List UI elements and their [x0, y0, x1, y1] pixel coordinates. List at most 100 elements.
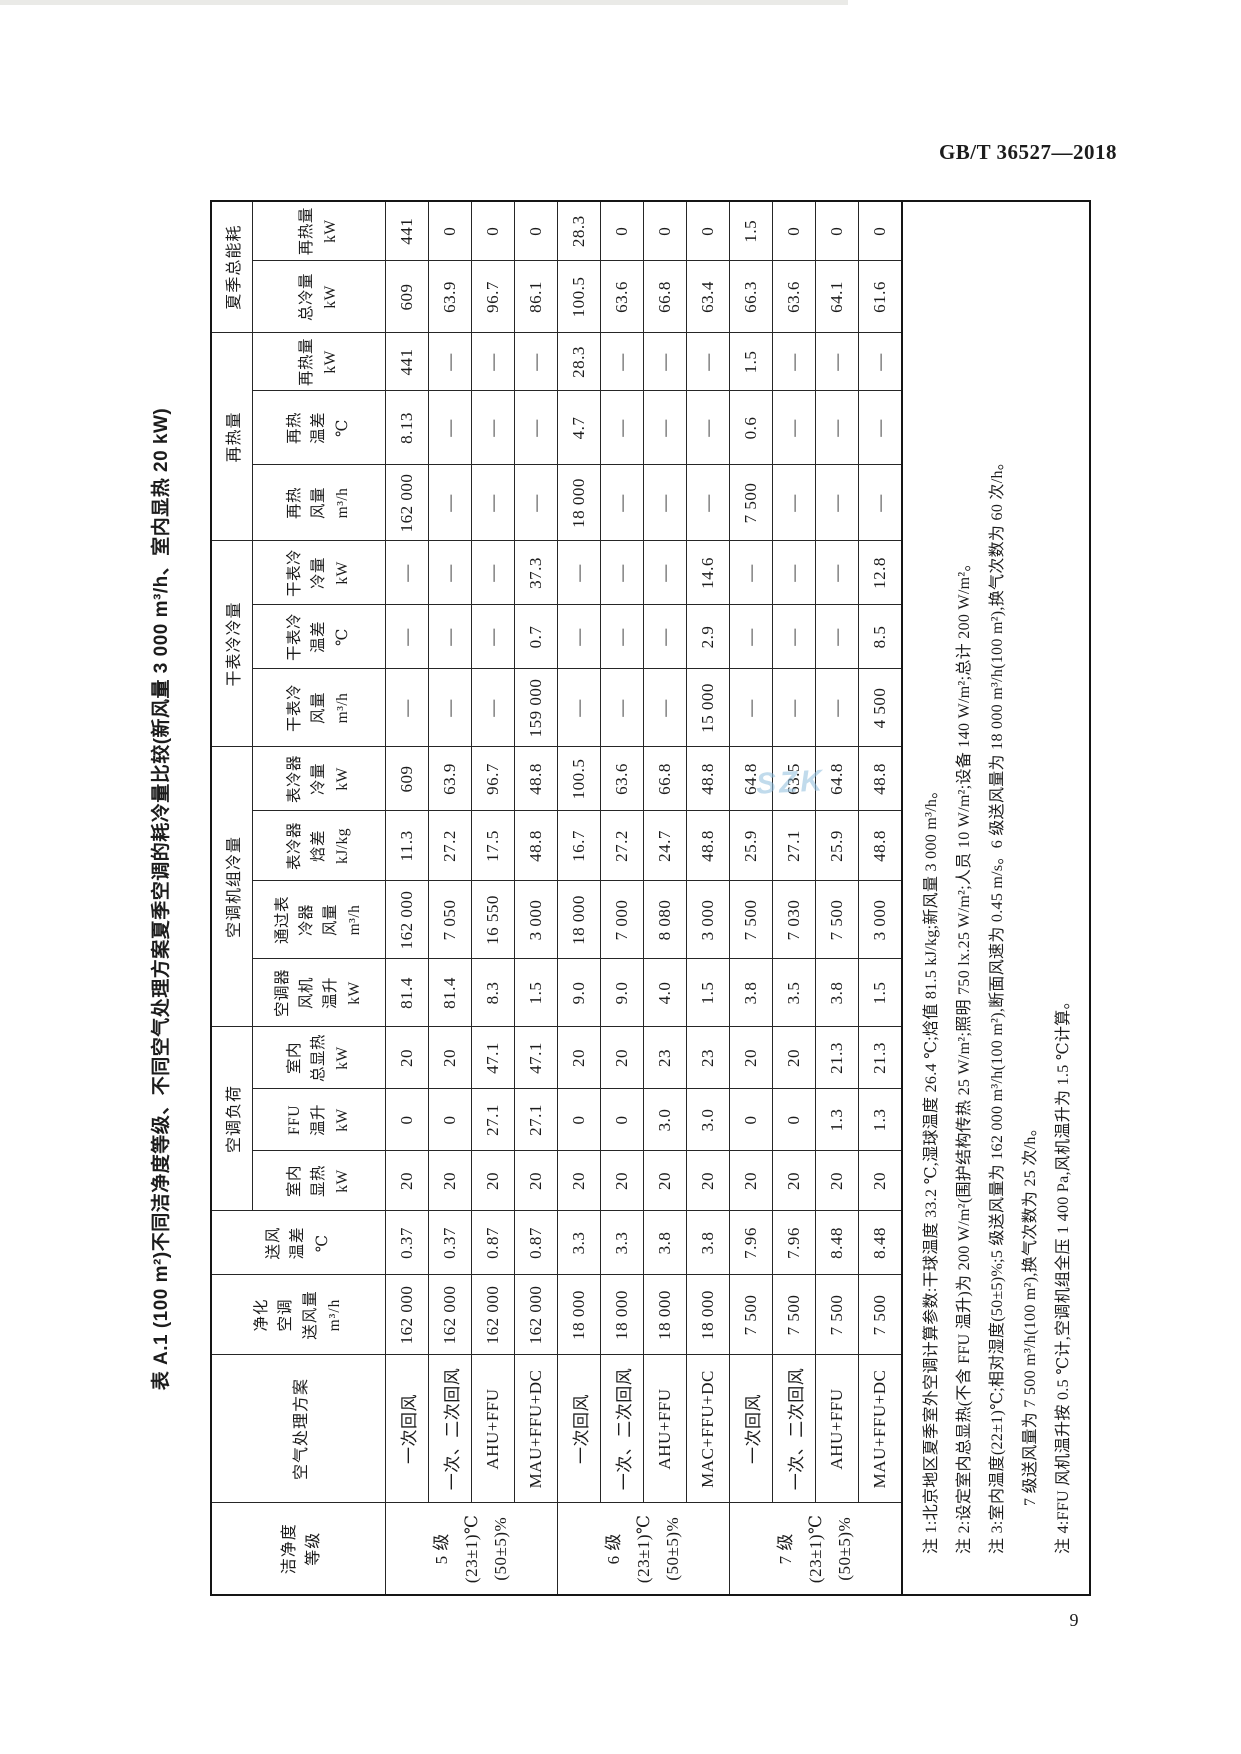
- value-cell: —: [643, 540, 687, 605]
- value-cell: —: [471, 332, 515, 391]
- value-cell: 61.6: [858, 260, 902, 333]
- value-cell: 0.87: [514, 1211, 558, 1275]
- scheme-cell: MAU+FFU+DC: [858, 1355, 902, 1503]
- value-cell: —: [815, 540, 859, 605]
- scheme-cell: 一次、二次回风: [772, 1355, 816, 1503]
- value-cell: 23: [643, 1026, 687, 1089]
- value-cell: 7 500: [815, 1275, 859, 1355]
- value-cell: 0: [858, 200, 902, 261]
- value-cell: —: [428, 668, 472, 747]
- value-cell: 0: [729, 1089, 773, 1151]
- scheme-cell: 一次回风: [385, 1355, 429, 1503]
- value-cell: 3.8: [643, 1211, 687, 1275]
- value-cell: 20: [428, 1026, 472, 1089]
- value-cell: —: [514, 332, 558, 391]
- cleanliness-class-cell: 6 级 (23±1)℃ (50±5)%: [557, 1503, 730, 1595]
- value-cell: 63.4: [686, 260, 730, 333]
- scheme-cell: AHU+FFU: [471, 1355, 515, 1503]
- header-cleanliness-class: 洁净度 等级: [211, 1503, 386, 1595]
- value-cell: —: [815, 390, 859, 465]
- header-group-dry-coil-cooling: 干表冷冷量: [211, 540, 253, 747]
- value-cell: 1.5: [729, 200, 773, 261]
- header-coil-enthalpy-diff: 表冷器 焓差 kJ/kg: [252, 810, 386, 881]
- header-reheat-temp-diff: 再热 温差 ℃: [252, 390, 386, 465]
- scheme-cell: 一次、二次回风: [600, 1355, 644, 1503]
- table-body: 5 级 (23±1)℃ (50±5)% 一次回风 162 000 0.37 20 0 20 8…: [385, 200, 902, 1595]
- value-cell: 20: [729, 1026, 773, 1089]
- scheme-cell: AHU+FFU: [643, 1355, 687, 1503]
- value-cell: —: [600, 540, 644, 605]
- value-cell: 1.5: [514, 958, 558, 1027]
- value-cell: —: [815, 464, 859, 541]
- value-cell: 63.9: [428, 746, 472, 811]
- value-cell: 7 500: [729, 464, 773, 541]
- header-group-reheat: 再热量: [211, 332, 253, 541]
- value-cell: 18 000: [600, 1275, 644, 1355]
- value-cell: 100.5: [557, 260, 601, 333]
- value-cell: 3.5: [772, 958, 816, 1027]
- header-supply-temp-diff: 送风 温差 ℃: [211, 1211, 386, 1275]
- cleanliness-class-cell: 5 级 (23±1)℃ (50±5)%: [385, 1503, 558, 1595]
- scheme-cell: 一次回风: [557, 1355, 601, 1503]
- value-cell: 7 500: [772, 1275, 816, 1355]
- value-cell: 8.48: [815, 1211, 859, 1275]
- value-cell: 20: [858, 1151, 902, 1211]
- value-cell: 18 000: [686, 1275, 730, 1355]
- value-cell: 66.3: [729, 260, 773, 333]
- value-cell: 162 000: [385, 464, 429, 541]
- cooling-comparison-table: 洁净度 等级 空气处理方案 净化 空调 送风量 m³/h 送风 温差 ℃ 空调负…: [210, 199, 1091, 1596]
- value-cell: —: [514, 390, 558, 465]
- value-cell: 8 080: [643, 880, 687, 959]
- value-cell: 47.1: [471, 1026, 515, 1089]
- value-cell: 18 000: [643, 1275, 687, 1355]
- value-cell: 441: [385, 200, 429, 261]
- value-cell: 9.0: [600, 958, 644, 1027]
- value-cell: 0.37: [385, 1211, 429, 1275]
- value-cell: 20: [385, 1026, 429, 1089]
- note-line: 注 1:北京地区夏季室外空调计算参数:干球温度 33.2 ℃,湿球温度 26.4…: [923, 782, 940, 1554]
- header-group-ac-load: 空调负荷: [211, 1026, 253, 1211]
- watermark: SZK: [755, 764, 826, 801]
- value-cell: 100.5: [557, 746, 601, 811]
- value-cell: 7 050: [428, 880, 472, 959]
- value-cell: 20: [471, 1151, 515, 1211]
- value-cell: 21.3: [815, 1026, 859, 1089]
- header-dry-coil-airflow: 干表冷 风量 m³/h: [252, 668, 386, 747]
- value-cell: —: [471, 604, 515, 669]
- value-cell: 20: [815, 1151, 859, 1211]
- value-cell: 0: [772, 1089, 816, 1151]
- value-cell: 0: [643, 200, 687, 261]
- value-cell: 3.8: [815, 958, 859, 1027]
- value-cell: —: [428, 540, 472, 605]
- header-ffu-temp-rise: FFU 温升 kW: [252, 1089, 386, 1151]
- header-group-summer-total-energy: 夏季总能耗: [211, 200, 253, 333]
- value-cell: 7.96: [729, 1211, 773, 1275]
- table-row: AHU+FFU 18 000 3.8 20 3.0 23 4.0 8 080 24.7 66.8—…: [643, 200, 687, 1595]
- header-ahu-fan-temp-rise: 空调器 风机 温升 kW: [252, 958, 386, 1027]
- value-cell: 0: [815, 200, 859, 261]
- table-row: 6 级 (23±1)℃ (50±5)% 一次回风 18 000 3.3 20 0 20 9.0…: [557, 200, 730, 1595]
- value-cell: 20: [643, 1151, 687, 1211]
- value-cell: 63.9: [428, 260, 472, 333]
- scheme-cell: MAC+FFU+DC: [686, 1355, 730, 1503]
- value-cell: 7 500: [858, 1275, 902, 1355]
- value-cell: 20: [686, 1151, 730, 1211]
- table-notes: 注 1:北京地区夏季室外空调计算参数:干球温度 33.2 ℃,湿球温度 26.4…: [902, 200, 1090, 1595]
- value-cell: 28.3: [557, 332, 601, 391]
- value-cell: 3.0: [643, 1089, 687, 1151]
- value-cell: 20: [557, 1026, 601, 1089]
- value-cell: 48.8: [514, 810, 558, 881]
- value-cell: 162 000: [514, 1275, 558, 1355]
- value-cell: 18 000: [557, 1275, 601, 1355]
- value-cell: 24.7: [643, 810, 687, 881]
- value-cell: 64.1: [815, 260, 859, 333]
- value-cell: 1.5: [729, 332, 773, 391]
- value-cell: —: [600, 464, 644, 541]
- value-cell: 7 500: [815, 880, 859, 959]
- value-cell: 0: [471, 200, 515, 261]
- value-cell: 3.0: [686, 1089, 730, 1151]
- value-cell: 0: [557, 1089, 601, 1151]
- value-cell: 81.4: [428, 958, 472, 1027]
- table-row: AHU+FFU 162 000 0.87 20 27.1 47.1 8.3 16 550 17.…: [471, 200, 515, 1595]
